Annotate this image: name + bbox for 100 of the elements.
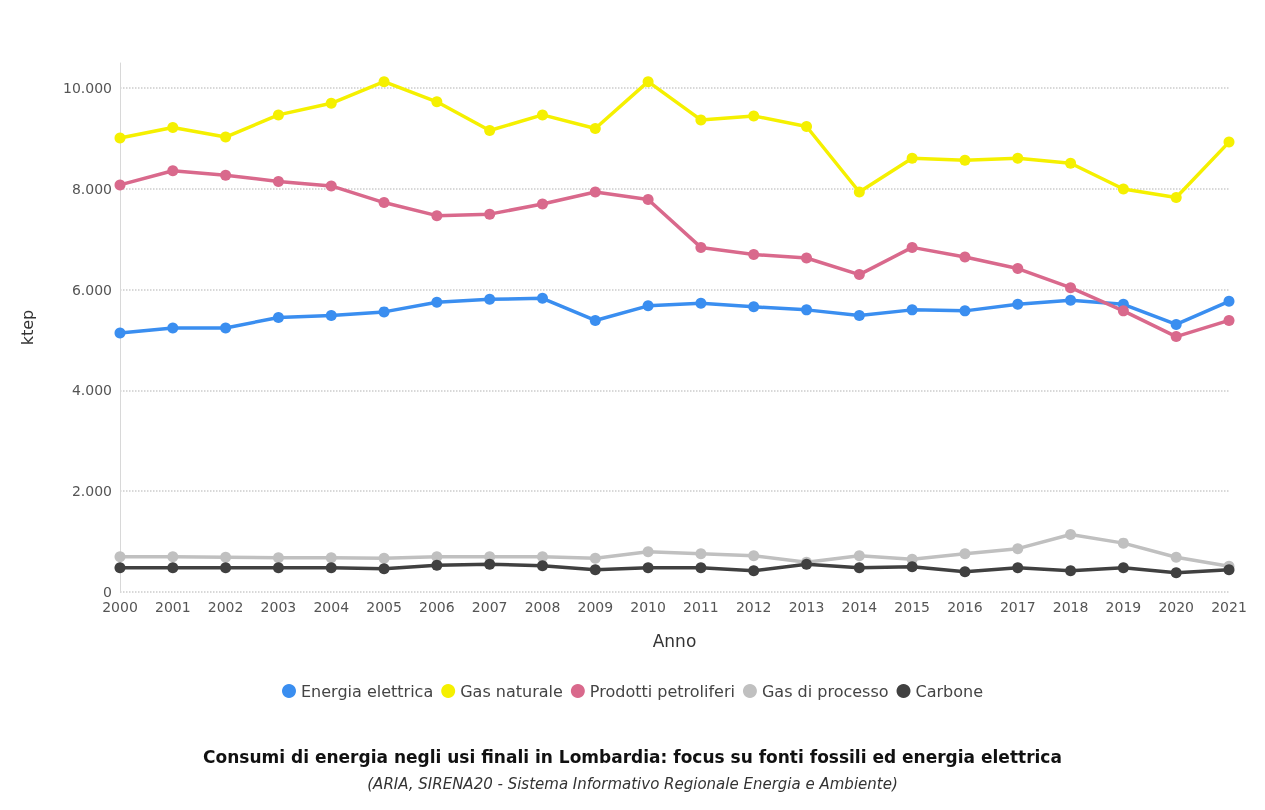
point: [1117, 562, 1129, 574]
point: [1065, 294, 1077, 306]
point: [1012, 562, 1024, 574]
point: [695, 548, 707, 560]
point: [748, 301, 760, 313]
point: [642, 194, 654, 206]
point: [167, 562, 179, 574]
legend-label: Prodotti petroliferi: [589, 681, 735, 701]
point: [853, 269, 865, 281]
point: [114, 132, 126, 144]
point: [378, 306, 390, 318]
point: [642, 562, 654, 574]
x-tick-label: 2014: [841, 599, 878, 615]
point: [378, 197, 390, 209]
point: [695, 297, 707, 309]
point: [1170, 331, 1182, 343]
point: [801, 252, 813, 264]
point: [167, 121, 179, 133]
x-tick-label: 2006: [419, 599, 455, 615]
point: [959, 251, 971, 263]
legend-label: Carbone: [915, 681, 983, 701]
point: [1170, 318, 1182, 330]
point: [959, 566, 971, 578]
text: Consumi di energia negli usi finali in Lombardia: focus su fonti fossili ed energia elettrica: [203, 746, 1062, 767]
point: [272, 109, 284, 121]
point: [378, 563, 390, 575]
point: [748, 248, 760, 260]
text: (ARIA, SIRENA20 - Sistema Informativo Regionale Energia e Ambiente): [367, 774, 898, 793]
point: [431, 210, 443, 222]
x-tick-label: 2015: [894, 599, 930, 615]
point: [642, 546, 654, 558]
point: [1170, 551, 1182, 563]
point: [801, 120, 813, 132]
legend-label: Gas naturale: [460, 681, 563, 701]
point: [853, 309, 865, 321]
point: [906, 304, 918, 316]
x-tick-label: 2011: [683, 599, 719, 615]
point: [1012, 263, 1024, 275]
y-tick-label: 2.000: [71, 483, 112, 500]
point: [167, 551, 179, 563]
x-tick-label: 2007: [471, 599, 508, 615]
x-tick-label: 2001: [154, 599, 191, 615]
point: [1065, 565, 1077, 577]
x-tick-label: 2009: [577, 599, 614, 615]
point: [1223, 136, 1235, 148]
point: [484, 293, 496, 305]
x-tick-label: 2020: [1158, 599, 1195, 615]
point: [220, 551, 232, 563]
point: [272, 311, 284, 323]
point: [906, 561, 918, 573]
point: [378, 76, 390, 88]
point: [536, 198, 548, 210]
y-tick-label: 4.000: [71, 382, 112, 399]
point: [853, 562, 865, 574]
point: [589, 314, 601, 326]
point: [431, 96, 443, 108]
point: [906, 152, 918, 164]
point: [325, 562, 337, 574]
legend-label: Gas di processo: [761, 681, 889, 701]
x-axis-title: Anno: [652, 630, 697, 651]
point: [1065, 529, 1077, 541]
point: [378, 552, 390, 564]
point: [1223, 314, 1235, 326]
point: [589, 564, 601, 576]
x-tick-label: 2016: [947, 599, 983, 615]
point: [1170, 567, 1182, 579]
x-tick-label: 2002: [207, 599, 244, 615]
point: [536, 292, 548, 304]
point: [325, 309, 337, 321]
point: [114, 551, 126, 563]
point: [325, 180, 337, 192]
y-tick-label: 0: [103, 584, 112, 600]
point: [1012, 152, 1024, 164]
x-tick-label: 2012: [735, 599, 772, 615]
point: [114, 327, 126, 339]
x-tick-label: 2018: [1052, 599, 1089, 615]
point: [536, 560, 548, 572]
point: [801, 304, 813, 316]
point: [748, 565, 760, 577]
point: [642, 76, 654, 88]
point: [959, 548, 971, 560]
point: [589, 123, 601, 134]
point: [272, 175, 284, 187]
y-axis-title: ktep: [17, 309, 37, 346]
point: [220, 322, 232, 334]
point: [536, 109, 548, 121]
x-tick-label: 2000: [102, 599, 138, 615]
x-tick-label: 2021: [1211, 599, 1247, 615]
point: [484, 558, 496, 570]
point: [959, 154, 971, 166]
x-tick-label: 2003: [260, 599, 297, 615]
point: [1117, 537, 1129, 549]
point: [1223, 564, 1235, 576]
point: [272, 552, 284, 564]
point: [695, 114, 707, 126]
point: [642, 300, 654, 312]
point: [748, 110, 760, 122]
point: [1065, 282, 1077, 294]
point: [484, 125, 496, 137]
point: [959, 305, 971, 317]
